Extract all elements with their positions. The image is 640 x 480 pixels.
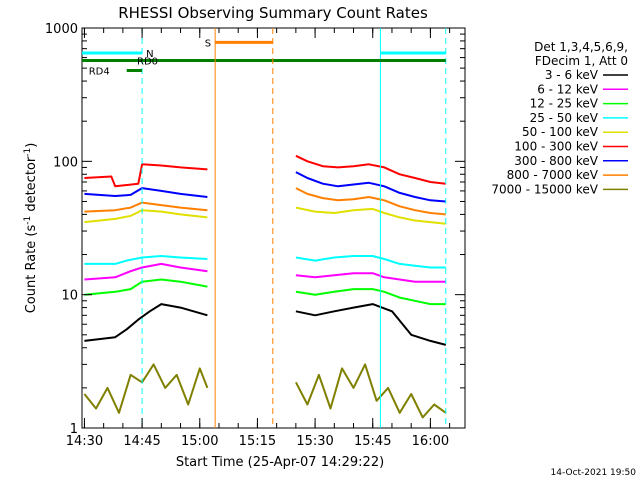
series-line-4-segment-2	[295, 255, 446, 269]
legend-entry-label: 6 - 12 keV	[537, 82, 599, 96]
series-line-4-segment-1	[84, 255, 208, 265]
series-line-6-segment-2	[295, 154, 446, 185]
series-line-5-segment-1	[84, 209, 208, 224]
series-line-9-segment-1	[83, 363, 209, 414]
x-tick-label: 14:45	[123, 434, 160, 449]
legend-entry-label: 100 - 300 keV	[514, 140, 598, 154]
series-layer	[83, 154, 447, 419]
y-tick-label: 1000	[45, 22, 78, 37]
series-line-7-segment-1	[84, 187, 208, 198]
legend-entry-label: 7000 - 15000 keV	[491, 182, 598, 196]
flag-label: RD0	[137, 57, 158, 68]
legend-entry-label: 25 - 50 keV	[530, 111, 599, 125]
y-axis-label-sup-1: -1	[23, 216, 33, 225]
legend-header-line-2: FDecim 1, Att 0	[535, 54, 628, 68]
footer-timestamp: 14-Oct-2021 19:50	[551, 468, 637, 478]
series-line-8-segment-2	[295, 187, 446, 216]
plot-frame	[81, 27, 466, 429]
chart-title: RHESSI Observing Summary Count Rates	[118, 4, 428, 22]
series-line-1-segment-2	[295, 303, 447, 346]
legend-entry-label: 12 - 25 keV	[530, 97, 599, 111]
y-tick-label: 10	[61, 289, 78, 304]
y-axis-label-part-3: )	[24, 143, 39, 148]
legend-header-line-1: Det 1,3,4,5,6,9,	[534, 40, 628, 54]
series-line-7-segment-2	[295, 171, 446, 203]
x-tick-label: 15:45	[354, 434, 391, 449]
y-axis: 1 10 100 1000	[45, 22, 465, 437]
series-line-6-segment-1	[84, 163, 208, 188]
legend-entry-label: 800 - 7000 keV	[507, 168, 599, 182]
flag-label: S	[205, 38, 211, 49]
x-tick-label: 15:30	[296, 434, 333, 449]
series-line-9-segment-2	[295, 363, 447, 419]
y-axis-label-part-1: Count Rate (s	[24, 225, 39, 314]
series-line-5-segment-2	[295, 206, 446, 225]
y-axis-label-sup-2: -1	[23, 148, 33, 157]
x-tick-label: 14:30	[66, 434, 103, 449]
series-line-2-segment-1	[84, 262, 208, 281]
y-axis-label: Count Rate (s-1 detector-1)	[23, 143, 39, 314]
series-line-2-segment-2	[295, 272, 446, 283]
series-line-3-segment-2	[295, 288, 446, 306]
x-tick-label: 15:00	[181, 434, 218, 449]
flag-label: N	[146, 49, 153, 60]
legend-entry-label: 3 - 6 keV	[545, 68, 599, 82]
x-axis: 14:30 14:45 15:00 15:15 15:30 15:45 16:00	[66, 28, 451, 449]
x-tick-label: 16:00	[412, 434, 449, 449]
y-tick-label: 100	[53, 155, 78, 170]
series-line-1-segment-1	[84, 303, 208, 342]
x-axis-label: Start Time (25-Apr-07 14:29:22)	[176, 455, 384, 470]
legend: Det 1,3,4,5,6,9, FDecim 1, Att 0 3 - 6 k…	[491, 40, 628, 196]
legend-entry-label: 300 - 800 keV	[514, 154, 598, 168]
legend-entry-label: 50 - 100 keV	[522, 125, 599, 139]
flag-label: RD4	[89, 67, 110, 78]
x-tick-label: 15:15	[239, 434, 276, 449]
y-tick-label: 1	[70, 422, 78, 437]
y-axis-label-part-2: detector	[24, 156, 39, 216]
series-line-3-segment-1	[84, 278, 208, 296]
